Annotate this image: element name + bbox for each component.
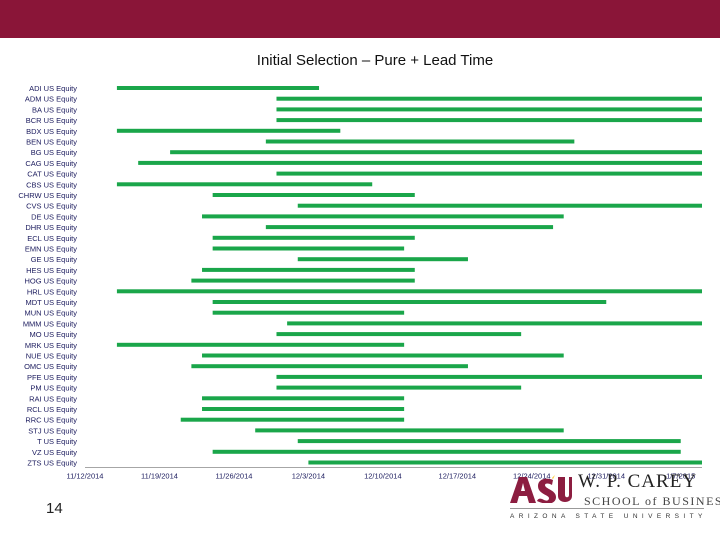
range-bar [116, 289, 702, 294]
range-bar [212, 246, 405, 251]
range-bar [265, 139, 575, 144]
range-bar [255, 428, 564, 433]
range-bar [297, 439, 681, 444]
category-label: RRC US Equity [25, 416, 77, 425]
category-label: HOG US Equity [24, 277, 77, 286]
category-label: RCL US Equity [27, 405, 77, 414]
category-label: BDX US Equity [26, 127, 77, 136]
range-bar [212, 310, 405, 315]
category-label: CVS US Equity [26, 202, 77, 211]
x-tick-label: 12/17/2014 [439, 472, 477, 481]
category-label: ECL US Equity [27, 234, 77, 243]
range-bar [202, 267, 415, 272]
category-label: BEN US Equity [26, 138, 77, 147]
slide-title: Initial Selection – Pure + Lead Time [256, 52, 494, 69]
category-label: HES US Equity [26, 266, 77, 275]
wp-carey-logo: W. P. CAREY SCHOOL of BUSINESS ARIZONA S… [508, 470, 720, 530]
category-label: ADI US Equity [29, 84, 77, 93]
x-tick-label: 11/19/2014 [141, 472, 178, 481]
category-label: BA US Equity [32, 105, 77, 114]
category-label: HRL US Equity [27, 287, 77, 296]
range-bar [191, 278, 415, 283]
x-tick-label: 11/12/2014 [67, 472, 104, 481]
category-label: CBS US Equity [26, 180, 77, 189]
range-bar [116, 342, 405, 347]
category-label: NUE US Equity [26, 352, 78, 361]
category-label: DE US Equity [31, 212, 77, 221]
range-bar [276, 118, 702, 123]
range-bar [116, 128, 341, 133]
range-bar [170, 150, 702, 155]
header-band [0, 0, 720, 38]
category-label: T US Equity [37, 437, 77, 446]
range-bar [276, 96, 702, 101]
range-bar [202, 407, 405, 411]
category-label: ADM US Equity [25, 95, 77, 104]
page-number: 14 [46, 500, 63, 517]
category-label: MDT US Equity [25, 298, 77, 307]
x-tick-label: 12/10/2014 [364, 472, 402, 481]
category-label: CAT US Equity [27, 170, 77, 179]
range-bar [276, 107, 702, 112]
logo-name: W. P. CAREY [578, 471, 698, 492]
range-bar [212, 449, 681, 454]
range-bar [202, 396, 405, 401]
range-bar [212, 235, 415, 240]
range-bar [276, 385, 522, 390]
x-tick-label: 12/31/2014 [587, 472, 625, 481]
range-bar [297, 203, 702, 208]
category-label: CHRW US Equity [18, 191, 77, 200]
range-bar [297, 257, 468, 262]
range-bar [180, 417, 405, 422]
range-bar [191, 364, 468, 369]
category-label: GE US Equity [31, 255, 78, 264]
range-bar [138, 160, 703, 165]
category-label: CAG US Equity [25, 159, 77, 168]
range-bar [265, 225, 554, 230]
range-bar [276, 332, 522, 337]
category-label: VZ US Equity [32, 448, 77, 457]
category-label: EMN US Equity [25, 245, 77, 254]
category-label: MO US Equity [29, 330, 77, 339]
x-tick-label: 12/3/2014 [292, 472, 325, 481]
logo-divider [510, 508, 704, 509]
x-tick-label: 11/26/2014 [215, 472, 252, 481]
asu-logo-mark [510, 475, 572, 503]
category-label: STJ US Equity [28, 426, 77, 435]
category-label: MUN US Equity [24, 309, 77, 318]
range-bar [308, 460, 702, 465]
logo-university: ARIZONA STATE UNIVERSITY [510, 513, 707, 520]
logo-school: SCHOOL of BUSINESS [584, 494, 720, 508]
category-label: BCR US Equity [26, 116, 78, 125]
category-label: MRK US Equity [25, 341, 77, 350]
range-bar [202, 353, 564, 358]
category-label: PFE US Equity [27, 373, 77, 382]
range-bar [202, 214, 564, 219]
category-label: MMM US Equity [23, 319, 77, 328]
x-tick-label: 1/7/2015 [666, 472, 695, 481]
category-label: PM US Equity [30, 384, 77, 393]
category-label: BG US Equity [31, 148, 78, 157]
category-label: ZTS US Equity [27, 459, 77, 468]
range-bar [276, 374, 702, 379]
category-label: DHR US Equity [25, 223, 77, 232]
range-bar [116, 86, 320, 90]
x-tick-label: 12/24/2014 [513, 472, 551, 481]
range-bar [212, 300, 607, 304]
range-bar [116, 182, 373, 187]
range-bar [212, 193, 415, 197]
category-label: RAI US Equity [29, 394, 77, 403]
range-bar [287, 321, 702, 326]
category-label: OMC US Equity [24, 362, 77, 371]
range-bar [276, 171, 702, 176]
